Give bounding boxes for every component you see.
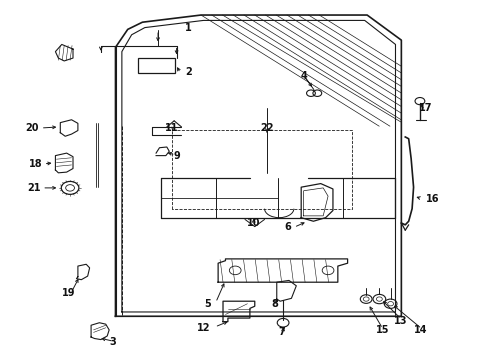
Text: 8: 8	[271, 299, 278, 309]
Text: 2: 2	[185, 67, 192, 77]
Text: 14: 14	[414, 325, 428, 335]
Text: 12: 12	[197, 323, 211, 333]
Text: 11: 11	[165, 123, 178, 133]
Text: 21: 21	[27, 183, 41, 193]
Text: 4: 4	[300, 71, 307, 81]
Text: 9: 9	[173, 150, 180, 161]
Text: 20: 20	[25, 123, 39, 133]
Text: 6: 6	[285, 222, 292, 232]
Text: 17: 17	[419, 103, 433, 113]
Text: 18: 18	[28, 159, 42, 169]
Text: 1: 1	[185, 23, 192, 33]
Text: 10: 10	[247, 218, 261, 228]
Text: 19: 19	[62, 288, 76, 298]
Text: 5: 5	[204, 299, 211, 309]
Text: 3: 3	[110, 337, 117, 347]
Text: 7: 7	[278, 327, 285, 337]
Text: 15: 15	[376, 325, 390, 335]
Text: 13: 13	[393, 316, 407, 325]
Text: 22: 22	[260, 123, 274, 133]
Text: 16: 16	[426, 194, 440, 204]
Bar	[139, 58, 175, 73]
